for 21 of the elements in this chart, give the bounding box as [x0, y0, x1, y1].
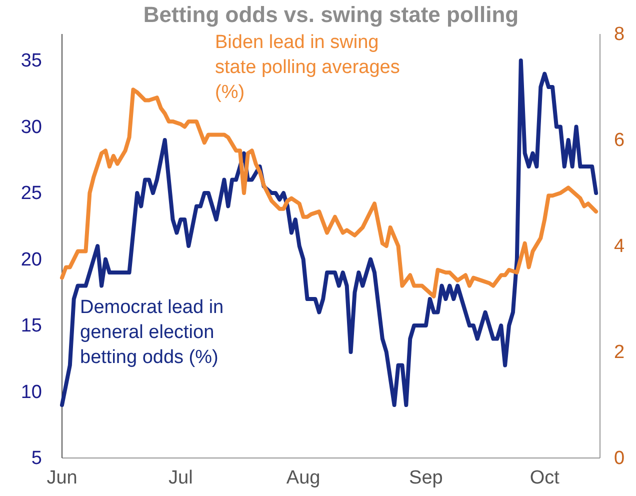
y-tick-label: 25: [20, 183, 42, 204]
x-tick-label: Oct: [530, 467, 560, 488]
y-tick-label: 20: [20, 249, 42, 270]
y2-tick-label: 4: [614, 236, 625, 258]
x-tick-label: Sep: [409, 467, 443, 488]
y-tick-label: 15: [20, 316, 42, 337]
x-tick-label: Jul: [168, 467, 193, 488]
y-tick-label: 5: [31, 448, 42, 470]
y-tick-label: 30: [20, 116, 42, 138]
y2-tick-label: 2: [614, 342, 625, 364]
y2-tick-label: 8: [614, 24, 625, 46]
y2-tick-label: 0: [614, 448, 625, 470]
x-tick-label: Aug: [286, 467, 320, 488]
y-tick-label: 35: [20, 50, 42, 72]
x-tick-label: Jun: [46, 467, 78, 488]
series-label: Biden lead in swing state polling averages (%): [215, 32, 400, 103]
y2-tick-label: 6: [614, 130, 625, 152]
y-tick-label: 10: [20, 382, 42, 403]
line-series: [60, 58, 598, 407]
chart-title: Betting odds vs. swing state polling: [143, 2, 519, 27]
series-label: Democrat lead in general election betting odds (%): [80, 297, 224, 368]
